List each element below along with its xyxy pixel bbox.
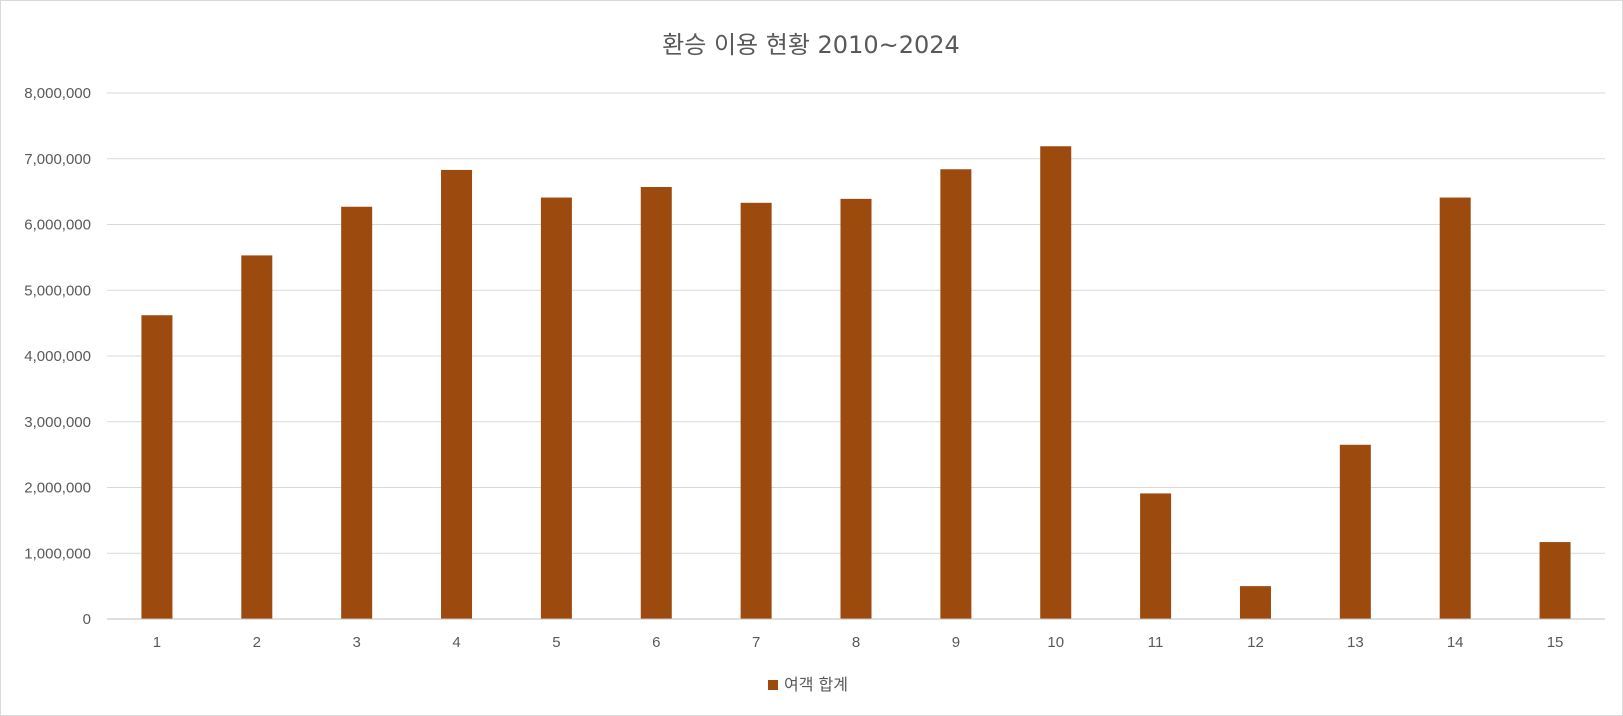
bar-10	[1040, 146, 1072, 619]
bar-3	[341, 206, 373, 619]
legend-swatch	[768, 680, 778, 690]
x-tick-label: 10	[1047, 634, 1064, 651]
bar-5	[540, 197, 572, 620]
x-tick-label: 14	[1447, 634, 1464, 651]
x-tick-label: 15	[1547, 634, 1564, 651]
x-tick-label: 8	[852, 634, 860, 651]
y-tick-label: 3,000,000	[24, 414, 91, 431]
y-tick-label: 1,000,000	[24, 545, 91, 562]
x-tick-label: 11	[1148, 634, 1164, 651]
x-axis-tick-labels: 1 2 3 4 5 6 7 8 9 10 11 12 13 14 15	[153, 634, 1564, 651]
bar-12	[1239, 586, 1271, 619]
x-tick-label: 9	[952, 634, 960, 651]
y-tick-label: 8,000,000	[24, 85, 91, 102]
bar-1	[141, 315, 173, 619]
x-tick-label: 5	[552, 634, 560, 651]
x-tick-label: 13	[1347, 634, 1364, 651]
y-tick-label: 5,000,000	[24, 282, 91, 299]
y-axis-tick-labels: 0 1,000,000 2,000,000 3,000,000 4,000,000 5,0…	[24, 85, 91, 628]
y-tick-label: 4,000,000	[24, 348, 91, 365]
x-tick-label: 4	[452, 634, 460, 651]
bar-2	[241, 255, 273, 619]
legend: 여객 합계	[768, 675, 848, 694]
bars	[141, 146, 1571, 620]
bar-15	[1539, 542, 1571, 619]
bar-11	[1140, 493, 1172, 619]
x-tick-label: 6	[652, 634, 660, 651]
y-tick-label: 2,000,000	[24, 480, 91, 497]
x-tick-label: 7	[752, 634, 760, 651]
legend-label: 여객 합계	[784, 675, 848, 694]
y-tick-label: 0	[83, 611, 91, 628]
bar-14	[1439, 197, 1471, 620]
bar-6	[640, 187, 672, 619]
bar-9	[940, 169, 972, 619]
x-tick-label: 2	[253, 634, 261, 651]
x-tick-label: 12	[1247, 634, 1264, 651]
chart-title: 환승 이용 현황 2010~2024	[662, 31, 960, 59]
x-tick-label: 3	[352, 634, 360, 651]
x-tick-label: 1	[153, 634, 161, 651]
bar-8	[840, 198, 872, 620]
y-tick-label: 6,000,000	[24, 217, 91, 234]
bar-13	[1339, 444, 1371, 619]
y-tick-label: 7,000,000	[24, 151, 91, 168]
bar-4	[441, 169, 473, 620]
bar-7	[740, 202, 772, 620]
